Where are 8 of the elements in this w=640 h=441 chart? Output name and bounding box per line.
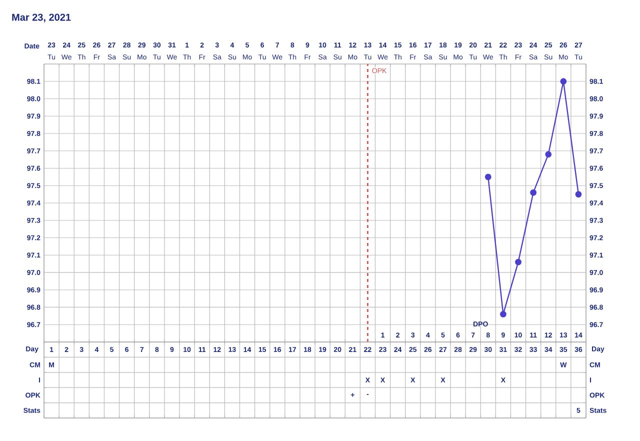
- point: [575, 191, 582, 198]
- point: [530, 189, 537, 196]
- point: [515, 258, 522, 266]
- point: [560, 78, 567, 85]
- point: [545, 151, 552, 158]
- point: [484, 174, 492, 180]
- chart-title: Mar 23, 2021: [12, 14, 71, 22]
- point: [500, 310, 506, 318]
